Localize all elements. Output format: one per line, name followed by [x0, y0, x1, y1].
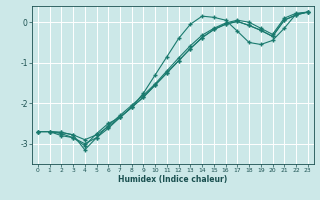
X-axis label: Humidex (Indice chaleur): Humidex (Indice chaleur) — [118, 175, 228, 184]
